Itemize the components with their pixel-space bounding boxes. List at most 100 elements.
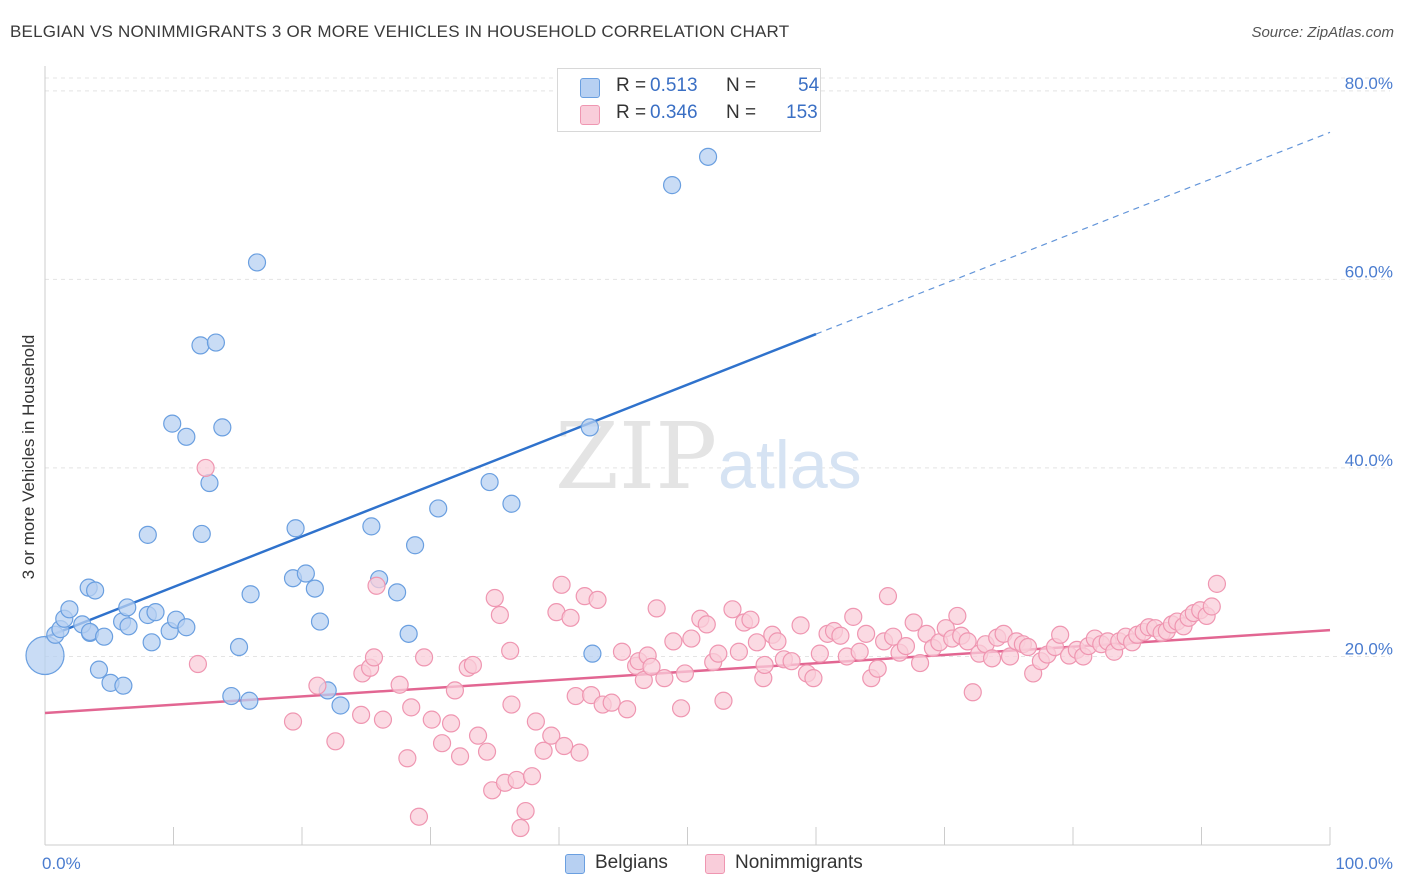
nonimmigrants-point	[810, 644, 829, 663]
belgians-point	[240, 691, 259, 710]
x-tick-label: 0.0%	[42, 854, 81, 873]
nonimmigrants-point	[831, 626, 850, 645]
nonimmigrants-point	[326, 732, 345, 751]
belgians-point	[25, 635, 65, 676]
legend-r-label: R =	[616, 102, 647, 123]
nonimmigrants-point	[450, 747, 470, 766]
nonimmigrants-point	[1018, 637, 1038, 657]
legend-n-label: N =	[726, 102, 757, 123]
nonimmigrants-point	[618, 700, 637, 719]
source-credit: Source: ZipAtlas.com	[1251, 24, 1394, 41]
nonimmigrants-point	[741, 610, 760, 629]
nonimmigrants-point	[468, 726, 488, 745]
nonimmigrants-point	[501, 641, 520, 660]
belgians-point	[229, 637, 249, 657]
y-tick-label: 20.0%	[1345, 639, 1393, 658]
legend-n-label: N =	[726, 75, 757, 96]
belgians-point	[138, 525, 157, 544]
belgians-point	[177, 618, 196, 637]
nonimmigrants-point	[526, 712, 545, 731]
legend-n-value: 54	[798, 75, 820, 96]
belgians-point	[142, 633, 161, 652]
nonimmigrants-point	[463, 655, 483, 675]
belgians-point	[60, 600, 79, 619]
nonimmigrants-point	[791, 616, 810, 635]
belgians-point	[241, 585, 260, 604]
belgians-point	[429, 499, 448, 518]
belgians-point	[662, 176, 682, 195]
nonimmigrants-point	[283, 712, 303, 731]
belgians-point	[163, 414, 182, 433]
belgians-point	[191, 336, 210, 355]
belgians-point	[200, 473, 219, 493]
x-tick-label: 100.0%	[1335, 854, 1393, 873]
nonimmigrants-point	[747, 633, 766, 652]
nonimmigrants-point	[490, 605, 509, 625]
nonimmigrants-point	[709, 644, 728, 663]
nonimmigrants-point	[1207, 574, 1227, 593]
nonimmigrants-point	[1000, 647, 1020, 666]
nonimmigrants-point	[671, 699, 691, 718]
belgians-point	[331, 696, 350, 715]
nonimmigrants-point	[948, 606, 967, 626]
nonimmigrants-point	[390, 675, 409, 694]
nonimmigrants-point	[682, 629, 701, 648]
belgians-point	[146, 603, 165, 622]
nonimmigrants-point	[398, 749, 417, 768]
nonimmigrants-point	[782, 652, 801, 671]
nonimmigrants-point	[963, 683, 982, 702]
nonimmigrants-point	[878, 587, 898, 606]
belgians-trend-extension	[815, 131, 1331, 335]
nonimmigrants-point	[602, 693, 621, 712]
belgians-point	[247, 253, 267, 272]
nonimmigrants-point	[768, 632, 787, 651]
belgians-point	[206, 333, 226, 352]
belgians-point	[698, 147, 718, 166]
nonimmigrants-point	[507, 770, 526, 790]
y-axis-label: 3 or more Vehicles in Household	[19, 335, 38, 580]
legend-swatch-pink	[705, 854, 725, 874]
nonimmigrants-point	[477, 742, 497, 761]
nonimmigrants-point	[697, 615, 716, 634]
nonimmigrants-point	[502, 695, 521, 714]
nonimmigrants-point	[485, 588, 504, 608]
belgians-point	[86, 581, 105, 600]
nonimmigrants-point	[555, 736, 574, 756]
nonimmigrants-point	[432, 734, 452, 753]
nonimmigrants-point	[612, 642, 632, 661]
nonimmigrants-point	[511, 818, 530, 838]
belgians-point	[192, 524, 211, 544]
belgians-point	[580, 418, 599, 437]
nonimmigrants-point	[1051, 625, 1070, 644]
nonimmigrants-point	[868, 659, 887, 678]
nonimmigrants-point	[588, 590, 607, 610]
legend-label-nonimmigrants: Nonimmigrants	[735, 852, 863, 873]
nonimmigrants-point	[352, 705, 371, 725]
legend-swatch-blue	[580, 78, 600, 98]
x-tick-labels: 0.0% 100.0%	[42, 854, 1393, 873]
nonimmigrants-point	[364, 648, 384, 667]
nonimmigrants-point	[188, 654, 208, 674]
legend-swatch-pink	[580, 105, 600, 125]
nonimmigrants-point	[373, 710, 393, 729]
axes	[44, 66, 1331, 846]
nonimmigrants-point	[642, 657, 661, 676]
belgians-point	[310, 612, 330, 631]
belgians-point	[114, 676, 133, 695]
nonimmigrants-point	[561, 608, 580, 627]
nonimmigrants-point	[714, 691, 733, 710]
nonimmigrants-point	[367, 576, 386, 595]
belgians-trend-line	[44, 332, 817, 639]
legend-r-label: R =	[616, 75, 647, 96]
belgians-point	[119, 617, 138, 636]
nonimmigrants-point	[441, 714, 461, 733]
nonimmigrants-point	[982, 649, 1002, 668]
nonimmigrants-point	[308, 676, 327, 695]
nonimmigrants-point	[1202, 597, 1221, 616]
belgians-point	[296, 564, 315, 583]
nonimmigrants-point	[904, 613, 923, 632]
belgians-point	[480, 472, 499, 492]
nonimmigrants-point	[196, 458, 215, 478]
nonimmigrants-point	[883, 627, 903, 646]
legend-label-belgians: Belgians	[595, 852, 668, 873]
